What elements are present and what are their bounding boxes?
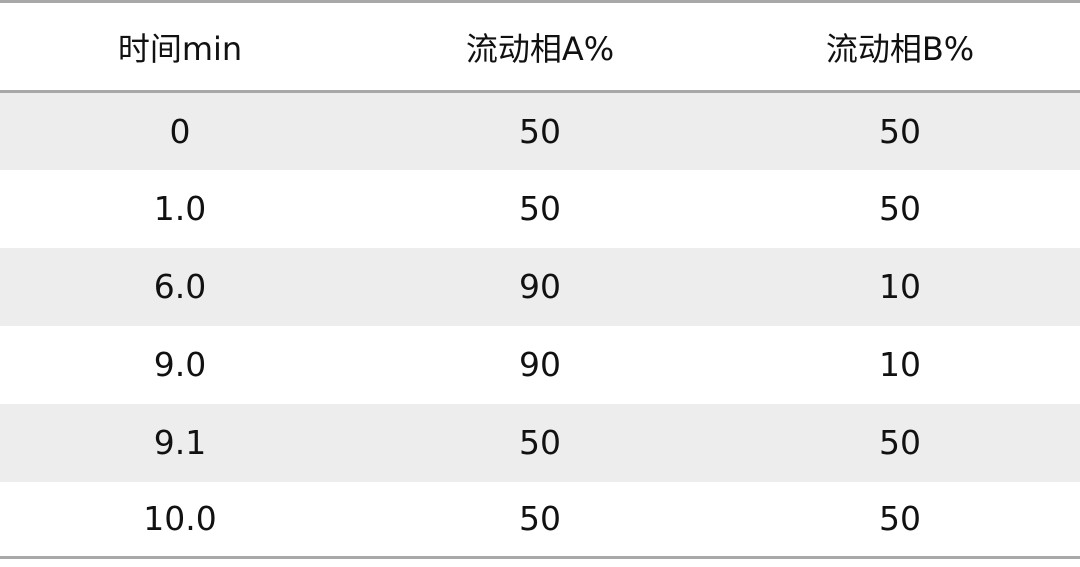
table-row: 0 50 50 [0, 91, 1080, 170]
cell-phase-b: 50 [879, 111, 921, 151]
header-row: 时间min 流动相A% 流动相B% [0, 1, 1080, 92]
header-phase-a: 流动相A% [465, 29, 615, 68]
table-row: 1.0 50 50 [0, 170, 1080, 248]
cell-time: 6.0 [153, 267, 207, 306]
cell-phase-b: 50 [879, 423, 921, 462]
cell-phase-b: 10 [879, 345, 921, 384]
cell-phase-a: 50 [519, 499, 561, 539]
cell-time: 10.0 [143, 499, 217, 539]
table-row: 9.0 90 10 [0, 326, 1080, 404]
cell-phase-a: 50 [519, 423, 561, 462]
cell-phase-a: 50 [519, 111, 561, 151]
cell-phase-a: 90 [519, 345, 561, 384]
cell-time: 9.0 [153, 345, 207, 384]
table-row: 10.0 50 50 [0, 482, 1080, 558]
cell-time: 0 [169, 111, 191, 151]
cell-phase-b: 10 [879, 267, 921, 306]
header-time: 时间min [117, 29, 243, 68]
header-phase-b: 流动相B% [825, 29, 975, 68]
cell-time: 9.1 [153, 423, 207, 462]
table-row: 6.0 90 10 [0, 247, 1080, 326]
cell-phase-b: 50 [879, 499, 921, 539]
table-row: 9.1 50 50 [0, 403, 1080, 482]
cell-phase-a: 50 [519, 189, 561, 228]
cell-phase-a: 90 [519, 267, 561, 306]
cell-time: 1.0 [153, 189, 207, 228]
cell-phase-b: 50 [879, 189, 921, 228]
